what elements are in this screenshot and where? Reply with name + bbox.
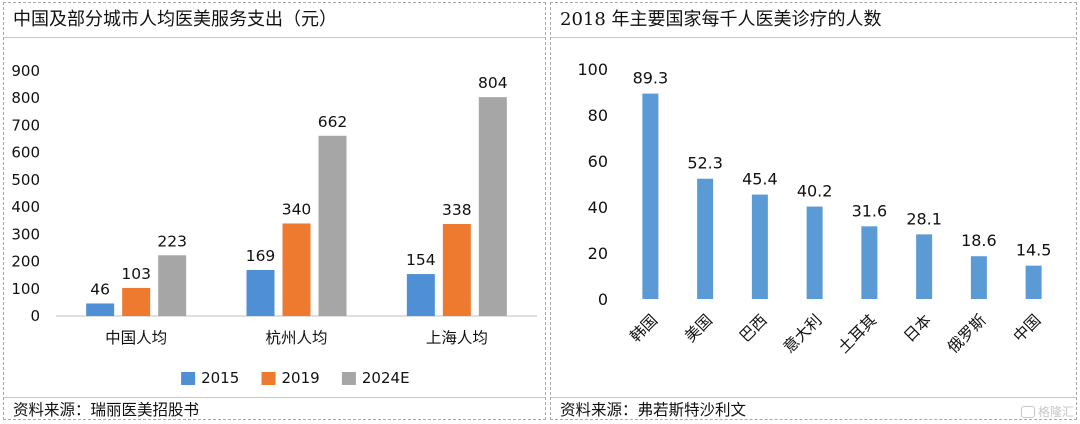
- bar: [970, 256, 987, 299]
- data-label: 45.4: [742, 170, 778, 189]
- bar: [86, 303, 115, 316]
- category-label: 意大利: [779, 310, 825, 356]
- y-tick-label: 60: [588, 152, 608, 171]
- data-label: 52.3: [687, 154, 723, 173]
- y-tick-label: 900: [11, 62, 40, 80]
- bar: [318, 135, 347, 316]
- data-label: 223: [157, 232, 187, 250]
- data-label: 28.1: [906, 209, 942, 228]
- watermark: 格隆汇: [1020, 403, 1074, 420]
- data-label: 46: [90, 280, 110, 298]
- data-label: 662: [318, 113, 348, 131]
- logo-icon: [1020, 405, 1035, 418]
- legend-swatch: [261, 372, 276, 385]
- watermark-text: 格隆汇: [1037, 405, 1074, 419]
- category-label: 巴西: [736, 311, 771, 346]
- category-label: 中国人均: [105, 329, 167, 347]
- y-tick-label: 0: [598, 290, 608, 309]
- y-tick-label: 100: [11, 280, 40, 298]
- left-source-note: 资料来源：瑞丽医美招股书: [4, 397, 545, 419]
- y-tick-label: 20: [588, 244, 608, 263]
- category-label: 日本: [900, 311, 935, 346]
- bar: [246, 269, 275, 316]
- category-label: 俄罗斯: [944, 311, 990, 357]
- y-tick-label: 400: [11, 198, 40, 216]
- y-tick-label: 500: [11, 171, 40, 189]
- right-chart-panel: 2018 年主要国家每千人医美诊疗的人数 0 20 40 60 80 100 89.3 韩国 5…: [550, 2, 1077, 420]
- y-tick-label: 200: [11, 253, 40, 271]
- y-tick-label: 300: [11, 225, 40, 243]
- bar: [158, 255, 187, 316]
- category-label: 美国: [681, 311, 716, 346]
- data-label: 340: [282, 200, 312, 218]
- bar: [122, 287, 151, 316]
- bar: [1025, 265, 1042, 299]
- spending-bar-chart: 0 100 200 300 400 500 600 700 800 900 46 103 223 中国人均…: [11, 62, 537, 386]
- legend-swatch: [181, 372, 196, 385]
- data-label: 338: [442, 201, 472, 219]
- y-tick-label: 600: [11, 144, 40, 162]
- bar: [861, 226, 878, 299]
- bar: [478, 97, 507, 316]
- bar: [282, 223, 311, 316]
- right-chart-title: 2018 年主要国家每千人医美诊疗的人数: [551, 3, 1076, 38]
- data-label: 169: [246, 247, 276, 265]
- data-label: 40.2: [797, 182, 833, 201]
- bar: [916, 234, 933, 299]
- bar: [642, 93, 659, 299]
- data-label: 804: [478, 74, 508, 92]
- category-label: 中国: [1010, 311, 1045, 346]
- legend-label: 2024E: [362, 369, 410, 386]
- y-tick-label: 80: [588, 106, 608, 125]
- bar: [806, 206, 823, 299]
- data-label: 89.3: [633, 69, 669, 88]
- data-label: 14.5: [1016, 241, 1052, 260]
- bar: [406, 274, 435, 316]
- legend-label: 2015: [201, 369, 239, 386]
- category-label: 杭州人均: [265, 329, 327, 347]
- data-label: 31.6: [852, 201, 888, 220]
- left-chart-panel: 中国及部分城市人均医美服务支出（元） 0 100 200 300 400 500 600 70…: [3, 2, 546, 420]
- y-tick-label: 700: [11, 116, 40, 134]
- y-tick-label: 100: [577, 60, 608, 79]
- y-tick-label: 0: [30, 307, 40, 325]
- y-tick-label: 800: [11, 89, 40, 107]
- category-label: 土耳其: [835, 311, 881, 357]
- legend-label: 2019: [282, 369, 320, 386]
- left-chart-title: 中国及部分城市人均医美服务支出（元）: [4, 3, 545, 38]
- patients-bar-chart: 0 20 40 60 80 100 89.3 韩国 52.3 美国 45.4 巴西 40.2 意大利 31.…: [577, 60, 1052, 357]
- category-label: 韩国: [627, 311, 662, 346]
- category-label: 上海人均: [426, 329, 488, 347]
- data-label: 18.6: [961, 231, 997, 250]
- bar: [751, 194, 768, 299]
- bar: [442, 223, 471, 316]
- data-label: 154: [406, 251, 436, 269]
- bar: [697, 178, 714, 299]
- y-tick-label: 40: [588, 198, 608, 217]
- legend-swatch: [341, 372, 356, 385]
- data-label: 103: [121, 265, 151, 283]
- right-source-note: 资料来源：弗若斯特沙利文: [551, 397, 1076, 419]
